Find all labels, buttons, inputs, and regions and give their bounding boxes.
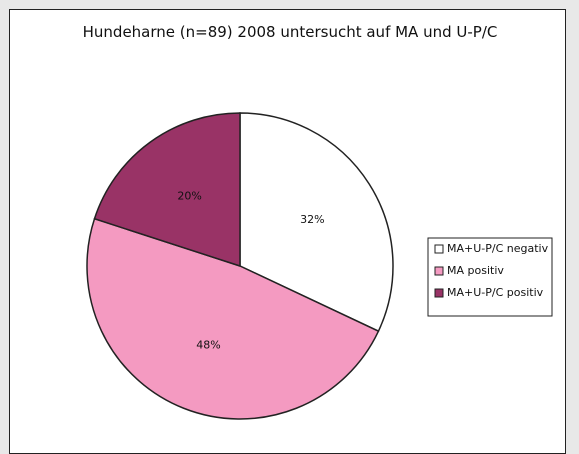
pie-slice	[86, 217, 380, 420]
legend-swatch	[434, 288, 444, 298]
chart-title: Hundeharne (n=89) 2008 untersucht auf MA…	[82, 23, 498, 41]
legend-swatch	[434, 244, 444, 254]
pie-slice	[93, 112, 241, 268]
legend-box	[427, 237, 553, 317]
legend-label: MA+U-P/C negativ	[447, 242, 549, 255]
legend-label: MA positiv	[447, 264, 504, 277]
legend-swatch	[434, 266, 444, 276]
legend-label: MA+U-P/C positiv	[447, 286, 544, 299]
slice-label: 20%	[177, 190, 201, 203]
slice-label: 32%	[300, 213, 324, 226]
slice-label: 48%	[196, 339, 220, 352]
pie-slice	[239, 112, 394, 333]
